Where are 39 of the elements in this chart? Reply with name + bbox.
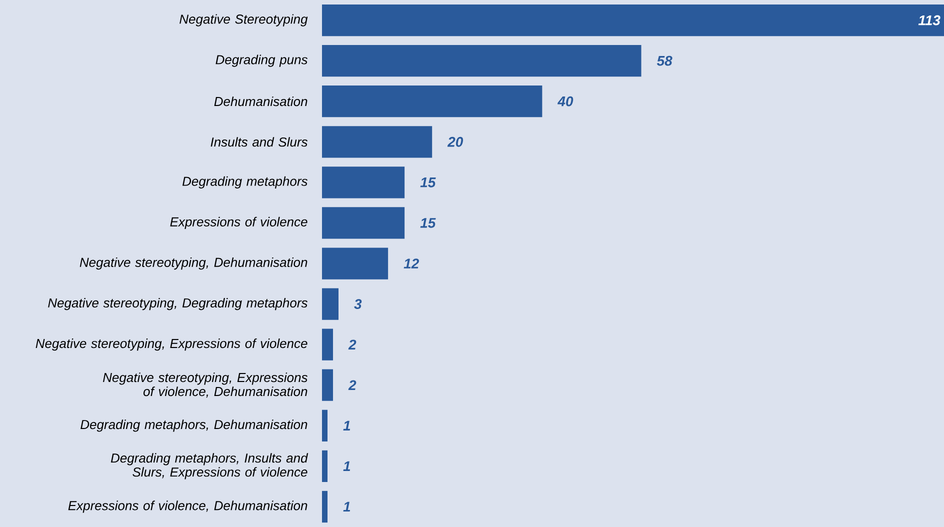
y-tick-label: Negative stereotyping, Expressions of violence [36,338,308,351]
data-label: 2 [348,340,356,350]
data-label: 1 [343,420,350,430]
data-label: 3 [354,299,362,310]
data-label: 1 [343,461,350,472]
bar [322,490,328,523]
data-label: 15 [420,178,436,188]
y-tick-label: Dehumanisation [214,96,308,106]
bar [322,248,388,280]
y-tick-label: Negative stereotyping, Expressions of violence, Dehumanisation [102,372,308,398]
bar [322,410,328,442]
y-tick-label: Negative stereotyping, Degrading metaphors [48,298,308,310]
bar [322,166,405,198]
data-label: 20 [447,136,464,147]
data-label: 15 [420,218,436,228]
bar [322,126,432,158]
bar [322,45,642,77]
y-tick-label: Degrading puns [216,54,308,67]
y-tick-label: Degrading metaphors, Insults and Slurs, Expressions of violence [110,453,308,480]
bar [322,369,334,401]
y-tick-label: Expressions of violence, Dehumanisation [68,500,308,513]
bar [322,450,328,482]
data-label: 12 [404,258,419,268]
data-label: 113 [918,15,940,26]
bar [322,288,339,320]
bar [322,4,944,36]
bar [322,207,405,239]
y-tick-label: Expressions of violence [170,216,308,230]
y-tick-label: Negative stereotyping, Dehumanisation [80,257,308,270]
data-label: 1 [343,502,350,512]
data-label: 58 [656,56,672,66]
bar [322,86,542,118]
data-label: 2 [348,380,356,390]
y-tick-label: Insults and Slurs [210,137,308,147]
bar [322,328,334,360]
data-label: 40 [557,96,574,106]
y-tick-label: Degrading metaphors, Dehumanisation [80,420,308,432]
y-tick-label: Negative Stereotyping [180,14,308,26]
y-tick-label: Degrading metaphors [182,176,308,188]
